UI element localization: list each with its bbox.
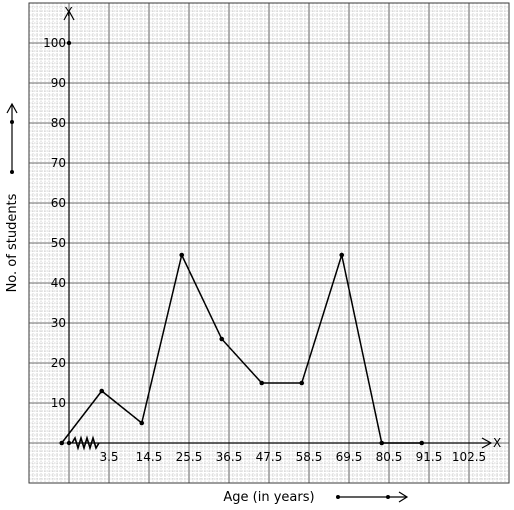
x-tick-label: 91.5	[416, 450, 443, 464]
x-axis-letter: X	[493, 436, 501, 450]
series-polyline	[61, 252, 422, 444]
y-tick-label: 80	[51, 116, 66, 130]
data-point	[379, 440, 385, 446]
y-tick-label: 60	[51, 196, 66, 210]
y-tick-label: 50	[51, 236, 66, 250]
y-tick-label: 90	[51, 76, 66, 90]
x-tick-label: 3.5	[99, 450, 118, 464]
x-axis-title: Age (in years)	[223, 490, 314, 505]
x-axis-arrowhead	[481, 437, 493, 449]
x-tick-labels: 3.5 14.5 25.5 36.5 47.5 58.5 69.5 80.5 91.5 102.5	[99, 450, 486, 464]
data-point	[219, 336, 225, 342]
y-tick-label: 40	[51, 276, 66, 290]
data-point	[179, 252, 185, 258]
data-point	[419, 440, 425, 446]
y-axis-letter: Y	[64, 5, 73, 19]
x-direction-arrow	[336, 491, 409, 503]
y-tick-label: 10	[51, 396, 66, 410]
x-tick-label: 14.5	[136, 450, 163, 464]
data-point	[259, 380, 265, 386]
x-tick-label: 102.5	[452, 450, 486, 464]
y-tick-label: 100	[43, 36, 66, 50]
y-tick-label: 30	[51, 316, 66, 330]
x-tick-label: 36.5	[216, 450, 243, 464]
y-tick-labels: 10 20 30 40 50 60 70 80 90 100	[43, 36, 66, 410]
origin-point	[66, 440, 72, 446]
x-tick-label: 47.5	[256, 450, 283, 464]
y-axis-top-point	[66, 40, 72, 46]
y-tick-label: 20	[51, 356, 66, 370]
series-points	[59, 252, 425, 446]
data-point	[59, 440, 65, 446]
x-tick-label: 25.5	[176, 450, 203, 464]
x-tick-label: 80.5	[376, 450, 403, 464]
x-tick-label: 69.5	[336, 450, 363, 464]
y-axis-title: No. of students	[5, 193, 20, 292]
series-line	[61, 252, 422, 444]
data-point	[99, 388, 105, 394]
x-axis-break-kink	[71, 435, 100, 451]
y-tick-label: 70	[51, 156, 66, 170]
y-axis-arrowhead	[63, 9, 75, 21]
data-point	[139, 420, 145, 426]
graph-paper-grid	[28, 2, 510, 484]
data-point	[339, 252, 345, 258]
x-tick-label: 58.5	[296, 450, 323, 464]
data-point	[299, 380, 305, 386]
y-direction-arrow	[6, 102, 18, 174]
